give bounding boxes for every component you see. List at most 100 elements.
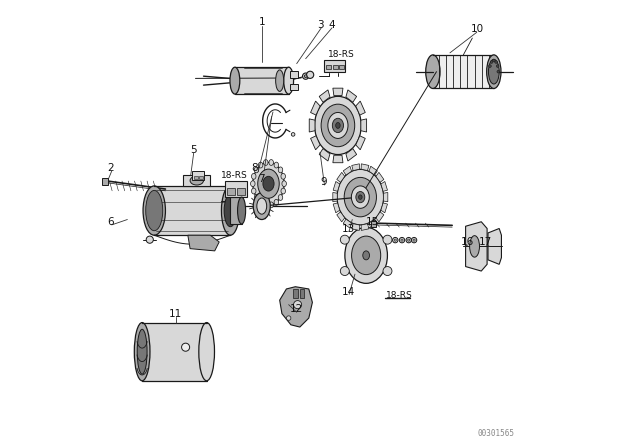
Polygon shape — [333, 203, 340, 213]
Text: 7: 7 — [259, 174, 265, 184]
Ellipse shape — [190, 176, 204, 185]
Ellipse shape — [250, 181, 255, 186]
Ellipse shape — [199, 323, 214, 381]
Ellipse shape — [488, 65, 492, 67]
Ellipse shape — [252, 188, 256, 194]
Ellipse shape — [182, 343, 189, 351]
Ellipse shape — [263, 177, 274, 191]
Text: 10: 10 — [471, 24, 484, 34]
Polygon shape — [319, 90, 330, 102]
Polygon shape — [361, 119, 367, 132]
Polygon shape — [333, 181, 340, 191]
Polygon shape — [352, 164, 360, 171]
Bar — [227, 188, 235, 195]
Polygon shape — [343, 219, 351, 228]
Text: 3: 3 — [317, 20, 324, 30]
Ellipse shape — [356, 191, 365, 202]
Ellipse shape — [294, 301, 301, 309]
Polygon shape — [337, 172, 345, 182]
Ellipse shape — [383, 267, 392, 276]
Ellipse shape — [426, 55, 440, 89]
Polygon shape — [465, 222, 487, 271]
Bar — [433, 55, 494, 89]
Ellipse shape — [337, 169, 383, 225]
Polygon shape — [346, 90, 356, 102]
Ellipse shape — [344, 177, 376, 217]
Ellipse shape — [274, 162, 278, 168]
Text: 13: 13 — [342, 224, 355, 234]
Bar — [293, 289, 298, 298]
Bar — [339, 65, 344, 69]
Text: 4: 4 — [329, 20, 335, 30]
Ellipse shape — [490, 60, 493, 63]
Text: 11: 11 — [169, 310, 182, 319]
Bar — [289, 84, 298, 90]
Polygon shape — [369, 219, 378, 228]
Ellipse shape — [497, 70, 500, 73]
Ellipse shape — [486, 55, 501, 89]
Polygon shape — [319, 149, 330, 161]
Bar — [235, 67, 289, 94]
Ellipse shape — [237, 197, 246, 224]
Ellipse shape — [253, 162, 284, 205]
Ellipse shape — [470, 236, 479, 257]
Ellipse shape — [224, 194, 237, 227]
Ellipse shape — [351, 236, 381, 275]
Polygon shape — [333, 155, 343, 163]
Polygon shape — [383, 193, 388, 202]
Ellipse shape — [146, 236, 154, 243]
Ellipse shape — [282, 181, 287, 186]
Text: 16: 16 — [460, 237, 474, 247]
Ellipse shape — [143, 186, 165, 235]
Polygon shape — [356, 101, 365, 115]
Ellipse shape — [291, 133, 295, 136]
Ellipse shape — [259, 199, 263, 205]
Bar — [102, 178, 108, 185]
Bar — [237, 188, 245, 195]
Ellipse shape — [137, 329, 147, 374]
Ellipse shape — [254, 167, 259, 173]
Polygon shape — [343, 166, 351, 175]
Bar — [371, 221, 376, 227]
Ellipse shape — [392, 237, 398, 243]
Polygon shape — [346, 149, 356, 161]
Text: 00301565: 00301565 — [478, 429, 515, 438]
Ellipse shape — [328, 112, 348, 138]
Ellipse shape — [230, 67, 240, 94]
Ellipse shape — [488, 59, 499, 84]
Ellipse shape — [254, 194, 259, 200]
Polygon shape — [488, 228, 502, 264]
Ellipse shape — [253, 193, 270, 220]
Ellipse shape — [307, 71, 314, 78]
Polygon shape — [280, 287, 312, 327]
Text: 8: 8 — [252, 163, 259, 173]
Ellipse shape — [408, 239, 410, 241]
Ellipse shape — [221, 186, 239, 235]
Polygon shape — [337, 212, 345, 222]
Polygon shape — [310, 101, 320, 115]
Polygon shape — [376, 212, 384, 222]
Ellipse shape — [413, 239, 415, 241]
Ellipse shape — [134, 323, 150, 381]
Ellipse shape — [345, 228, 387, 284]
Ellipse shape — [358, 195, 362, 199]
Ellipse shape — [281, 173, 285, 179]
Ellipse shape — [258, 169, 279, 198]
Bar — [333, 65, 338, 69]
Text: 18-RS: 18-RS — [328, 50, 355, 59]
Ellipse shape — [269, 159, 273, 165]
Ellipse shape — [351, 186, 369, 208]
Ellipse shape — [363, 251, 369, 260]
Ellipse shape — [252, 173, 256, 179]
Ellipse shape — [332, 118, 344, 133]
Ellipse shape — [264, 202, 268, 208]
Bar — [289, 71, 298, 78]
Polygon shape — [361, 164, 369, 171]
Bar — [225, 181, 248, 197]
Ellipse shape — [335, 123, 340, 128]
Ellipse shape — [303, 73, 309, 79]
Ellipse shape — [287, 316, 291, 320]
Ellipse shape — [340, 267, 349, 276]
Ellipse shape — [276, 70, 284, 91]
Ellipse shape — [383, 235, 392, 244]
